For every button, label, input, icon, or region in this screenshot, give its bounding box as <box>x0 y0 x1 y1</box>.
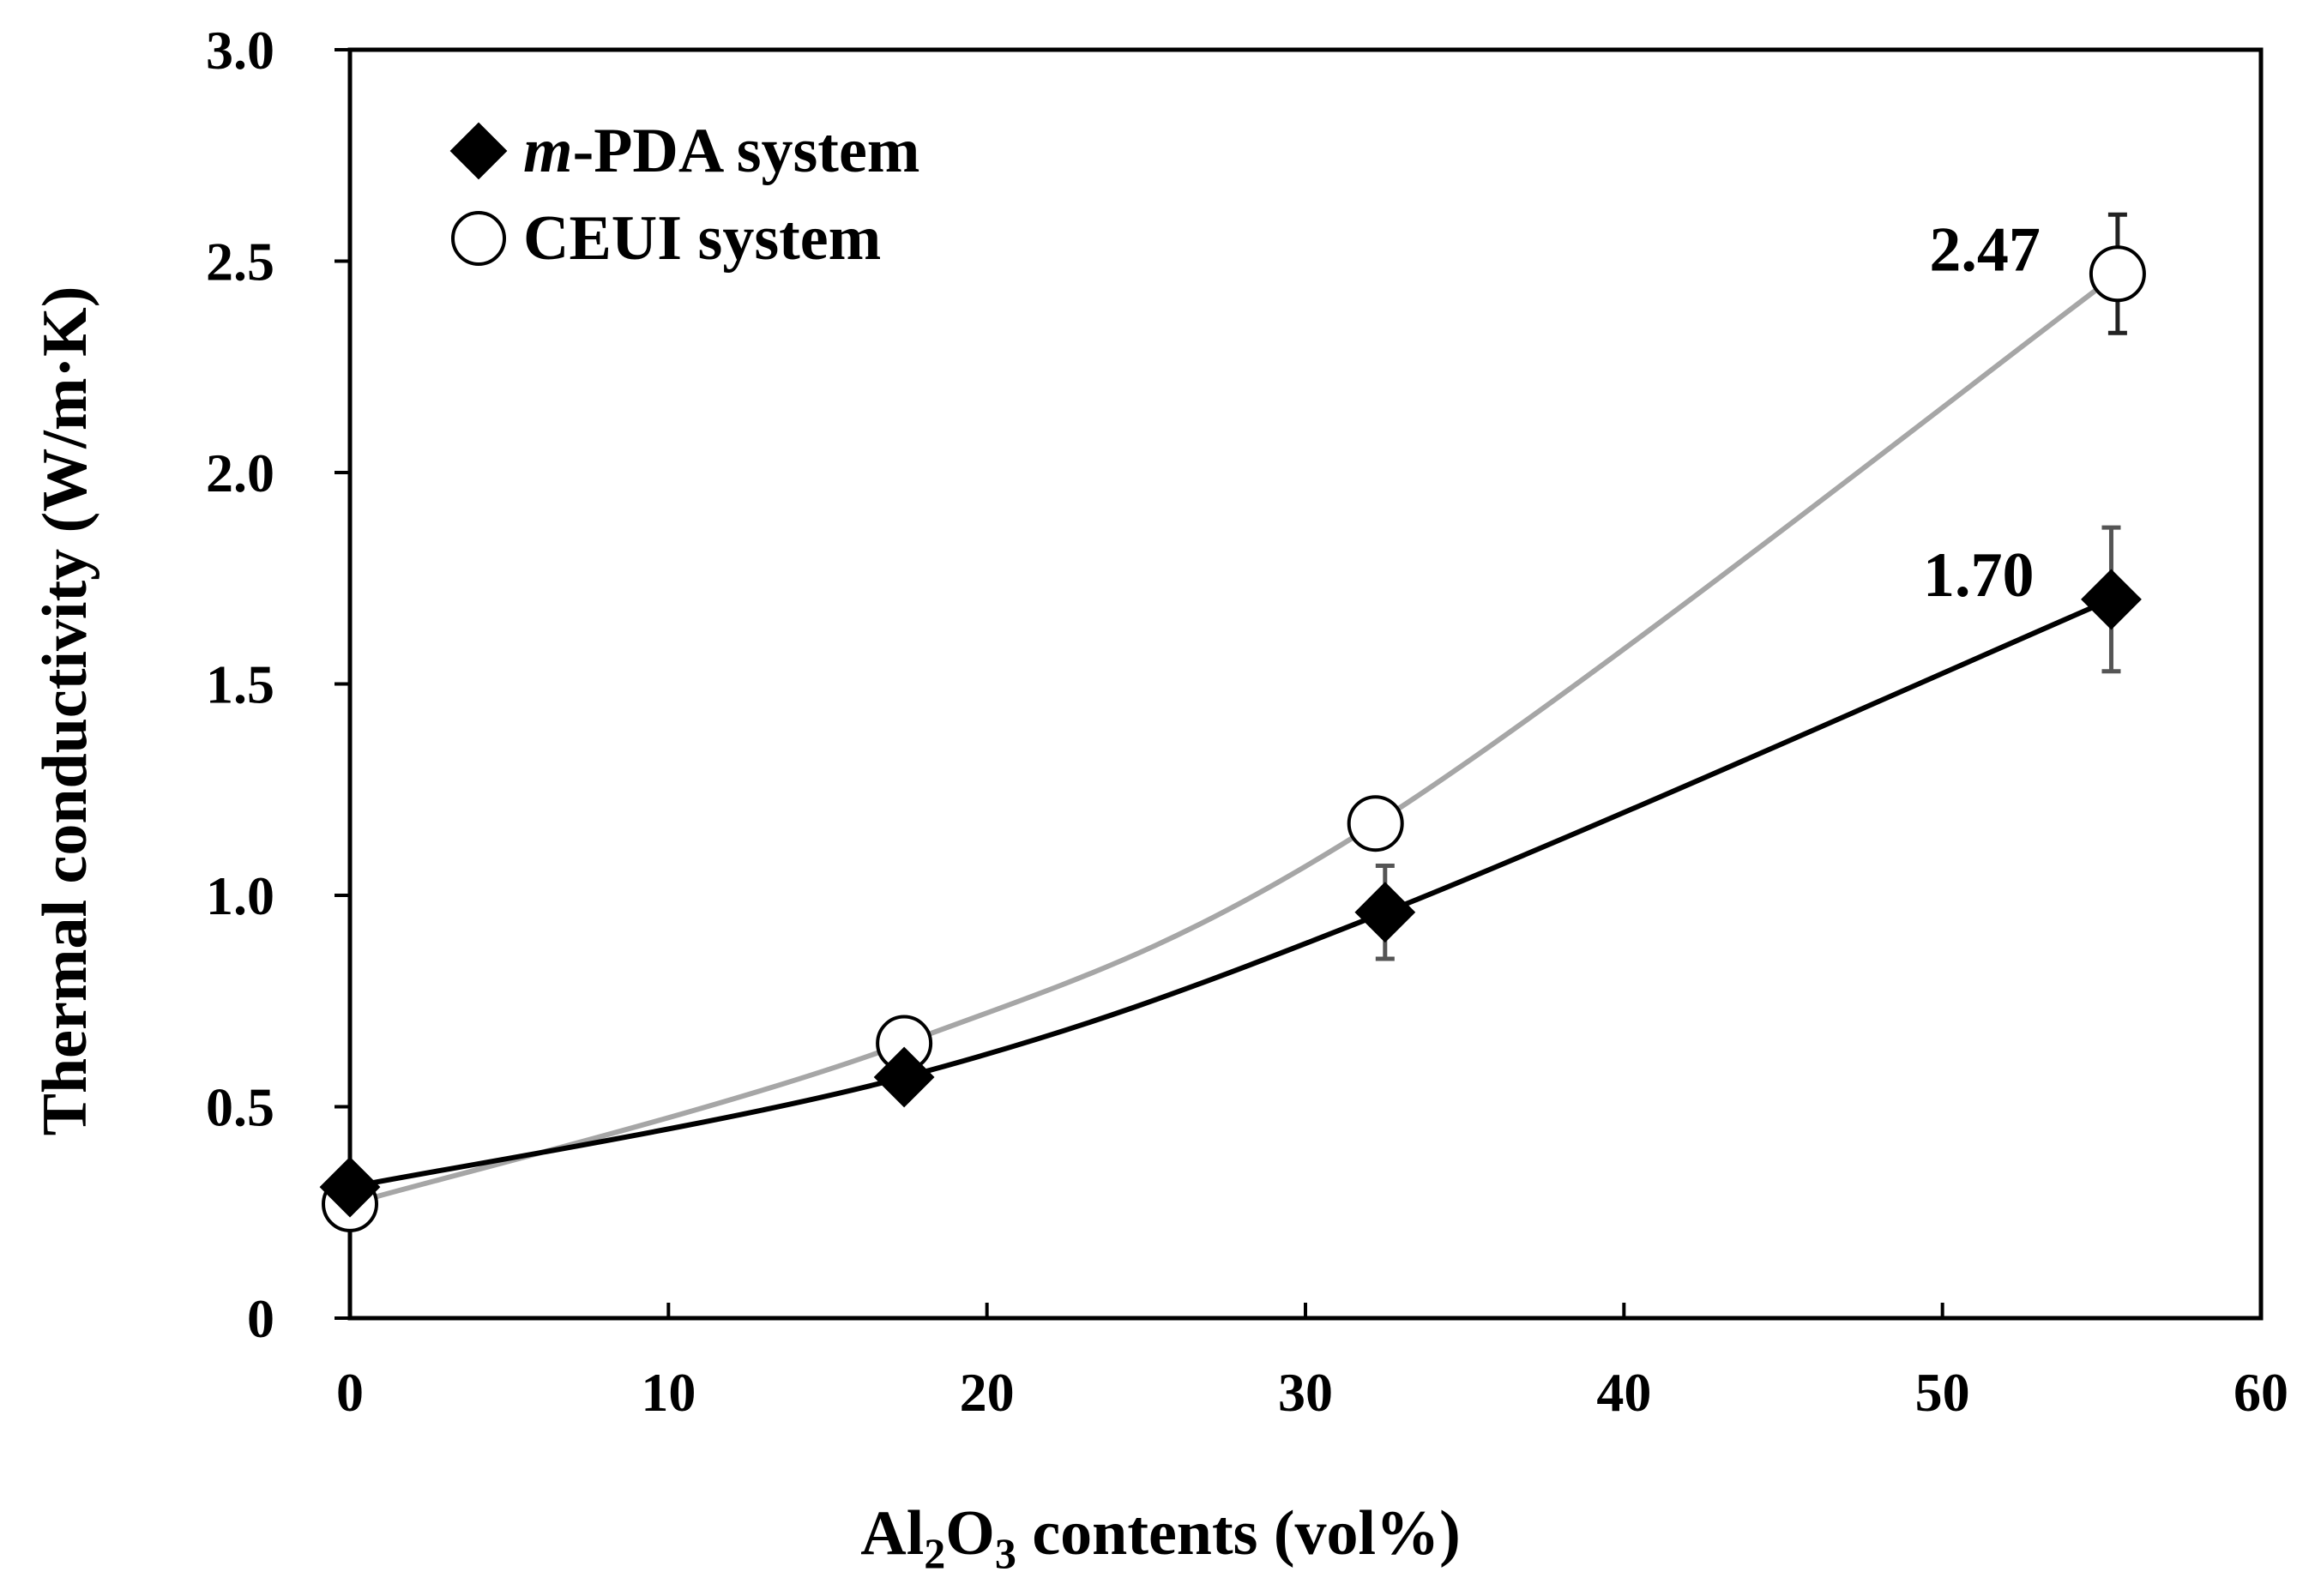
y-tick-label: 0.5 <box>206 1077 274 1138</box>
legend-label-m-pda-italic: m <box>523 116 573 186</box>
series-markers <box>319 245 2146 1232</box>
data-annotations: 2.47 1.70 <box>1923 214 2041 611</box>
x-axis-title-prefix: Al <box>860 1498 924 1569</box>
x-tick-label: 20 <box>960 1362 1015 1423</box>
x-tick-label: 10 <box>641 1362 696 1423</box>
y-tick-label: 2.0 <box>206 443 274 503</box>
m-pda-point <box>2081 569 2142 630</box>
m-pda-point <box>319 1156 381 1218</box>
m-pda-point <box>873 1046 935 1108</box>
legend: m-PDA system CEUI system <box>449 116 919 274</box>
y-tick-label: 3.0 <box>206 20 274 81</box>
y-tick-label: 1.5 <box>206 654 274 715</box>
data-label: 1.70 <box>1923 540 2035 611</box>
y-tick-label: 1.0 <box>206 865 274 926</box>
legend-label-m-pda: m-PDA system <box>523 116 919 186</box>
x-tick-label: 40 <box>1596 1362 1651 1423</box>
x-tick-label: 50 <box>1915 1362 1970 1423</box>
x-tick-label: 0 <box>336 1362 364 1423</box>
ceui-point <box>2089 245 2146 303</box>
series-curve-ceui <box>349 271 2119 1207</box>
x-axis-title-subscript-1: 2 <box>924 1529 945 1577</box>
legend-circle-marker <box>451 211 506 266</box>
x-axis-title: Al2O3 contents (vol%) <box>860 1498 1461 1577</box>
x-axis-title-suffix: contents (vol%) <box>1016 1498 1461 1569</box>
x-tick-label: 60 <box>2234 1362 2288 1423</box>
legend-diamond-marker <box>449 122 508 180</box>
x-axis-ticks: 0 10 20 30 40 50 60 <box>336 1303 2288 1423</box>
x-axis-title-subscript-2: 3 <box>995 1529 1016 1577</box>
legend-label-m-pda-rest: -PDA system <box>573 116 920 186</box>
x-axis-title-mid: O <box>945 1498 995 1569</box>
series-curve-m-pda <box>349 597 2113 1190</box>
ceui-point <box>1347 795 1404 852</box>
series-curves <box>349 271 2119 1207</box>
y-axis-ticks: 0 0.5 1.0 1.5 2.0 2.5 3.0 <box>206 20 350 1349</box>
legend-label-ceui: CEUI system <box>523 203 881 274</box>
data-label: 2.47 <box>1929 214 2041 285</box>
m-pda-point <box>1354 882 1416 943</box>
y-axis-title: Thermal conductivity (W/m·K) <box>30 286 100 1136</box>
y-tick-label: 2.5 <box>206 232 274 292</box>
x-tick-label: 30 <box>1278 1362 1333 1423</box>
y-tick-label: 0 <box>247 1288 274 1349</box>
